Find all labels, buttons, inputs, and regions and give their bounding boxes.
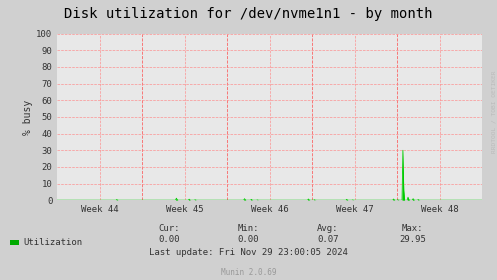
Text: 0.00: 0.00 — [158, 235, 180, 244]
Y-axis label: % busy: % busy — [23, 99, 33, 134]
Text: 29.95: 29.95 — [399, 235, 426, 244]
Text: Cur:: Cur: — [158, 224, 180, 233]
Text: Last update: Fri Nov 29 23:00:05 2024: Last update: Fri Nov 29 23:00:05 2024 — [149, 248, 348, 257]
Text: 0.07: 0.07 — [317, 235, 339, 244]
Text: Munin 2.0.69: Munin 2.0.69 — [221, 268, 276, 277]
Text: Max:: Max: — [402, 224, 423, 233]
Text: Utilization: Utilization — [24, 238, 83, 247]
Text: Min:: Min: — [238, 224, 259, 233]
Text: Disk utilization for /dev/nvme1n1 - by month: Disk utilization for /dev/nvme1n1 - by m… — [64, 7, 433, 21]
Text: Avg:: Avg: — [317, 224, 339, 233]
Text: 0.00: 0.00 — [238, 235, 259, 244]
Text: RRDTOOL / TOBI OETIKER: RRDTOOL / TOBI OETIKER — [491, 71, 496, 153]
